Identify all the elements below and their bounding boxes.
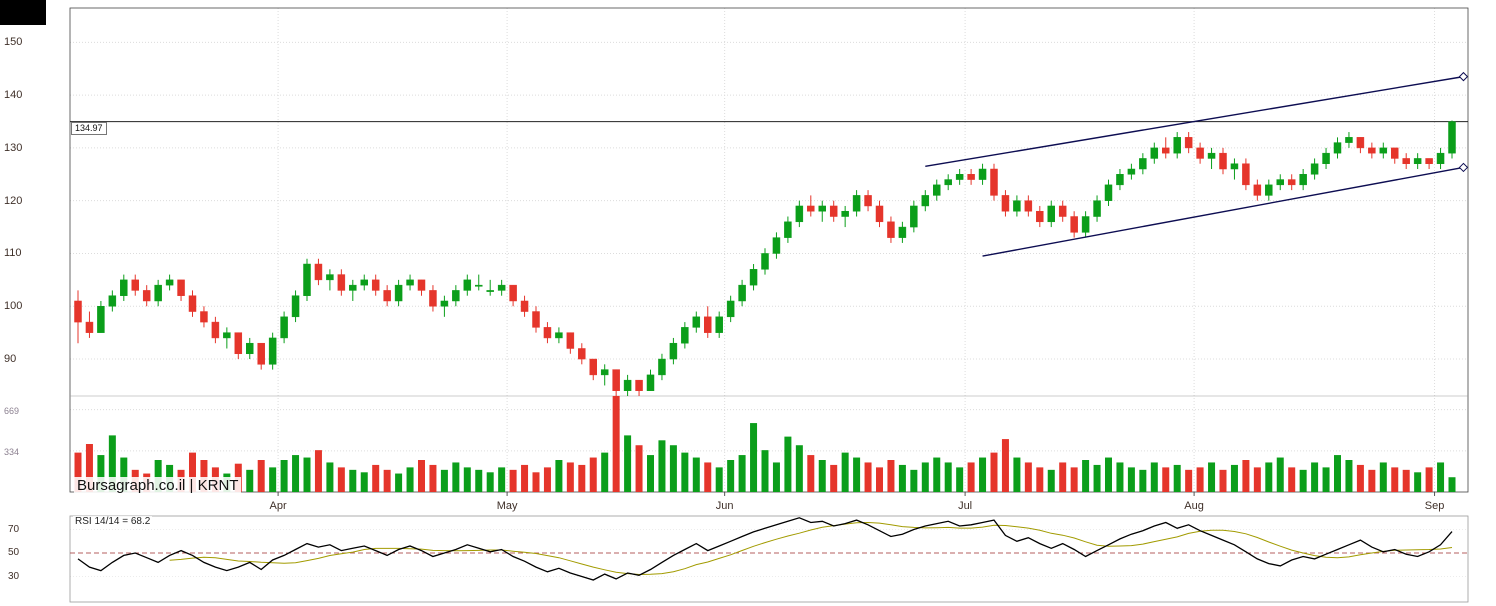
price-tick-130: 130 bbox=[4, 141, 23, 154]
panel-borders bbox=[69, 7, 1469, 603]
rsi-tick-30: 30 bbox=[8, 570, 20, 582]
upper-channel-endpoint-diamond bbox=[1458, 71, 1469, 82]
month-label-jul: Jul bbox=[958, 500, 973, 512]
rsi-plot bbox=[70, 517, 1468, 581]
price-tick-120: 120 bbox=[4, 194, 23, 207]
rsi-tick-50: 50 bbox=[8, 547, 20, 558]
price-tick-90: 90 bbox=[4, 353, 17, 366]
grid-layer bbox=[70, 8, 1468, 577]
price-tick-110: 110 bbox=[4, 247, 22, 260]
month-label-aug: Aug bbox=[1184, 500, 1204, 512]
price-tick-140: 140 bbox=[4, 89, 23, 102]
volume-tick-669: 669 bbox=[4, 405, 20, 416]
month-label-apr: Apr bbox=[269, 500, 287, 512]
rsi-tick-70: 70 bbox=[8, 523, 20, 535]
price-tick-150: 150 bbox=[4, 36, 23, 49]
last-price-tag: 134.97 bbox=[71, 121, 107, 135]
month-label-jun: Jun bbox=[715, 500, 734, 512]
lower-channel-endpoint-diamond bbox=[1458, 162, 1469, 173]
candles-layer bbox=[74, 120, 1456, 396]
volume-bars bbox=[74, 396, 1456, 492]
corner-block bbox=[0, 0, 46, 25]
rsi-indicator-label: RSI 14/14 = 68.2 bbox=[73, 516, 153, 527]
watermark: Bursagraph.co.il | KRNT bbox=[74, 477, 242, 495]
month-label-sep: Sep bbox=[1424, 500, 1445, 512]
rsi-line bbox=[77, 517, 1453, 581]
rsi-ma-line bbox=[169, 521, 1453, 576]
volume-tick-334: 334 bbox=[4, 446, 20, 457]
trend-channel bbox=[925, 71, 1469, 257]
last-price-value: 134.97 bbox=[75, 122, 103, 133]
month-label-may: May bbox=[496, 500, 518, 512]
price-tick-100: 100 bbox=[4, 300, 23, 313]
